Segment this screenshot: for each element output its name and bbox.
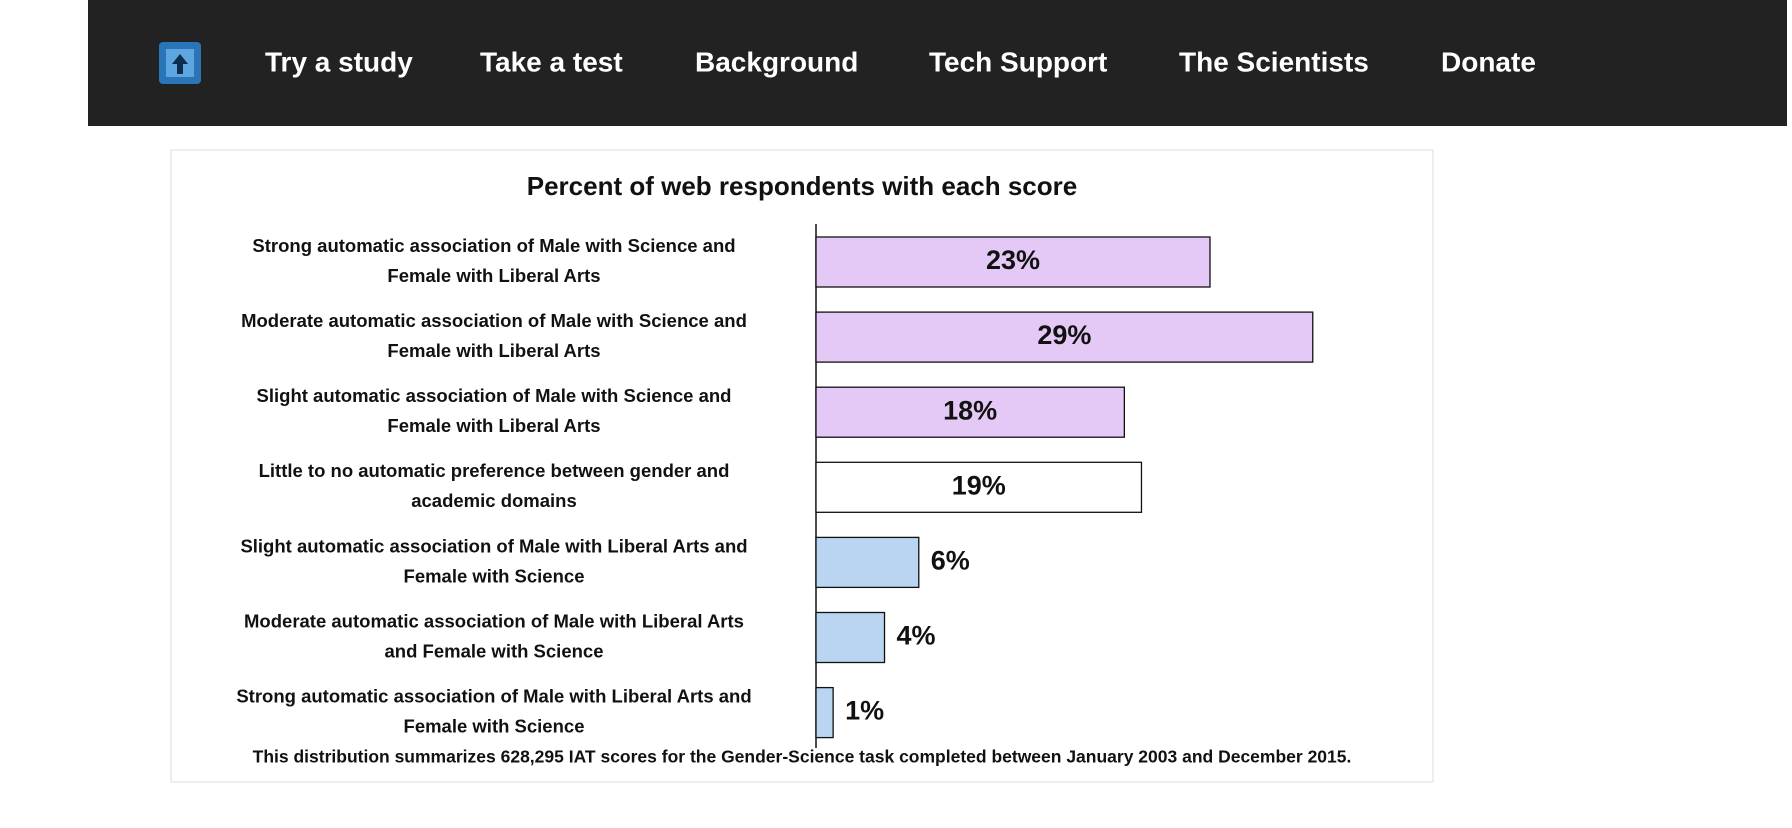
value-label: 6% xyxy=(931,546,970,576)
bar xyxy=(815,536,920,589)
category-label: Female with Liberal Arts xyxy=(387,265,600,286)
bar xyxy=(815,611,886,664)
category-label: Moderate automatic association of Male w… xyxy=(244,610,744,631)
category-label: academic domains xyxy=(411,490,577,511)
value-label: 29% xyxy=(1037,320,1091,350)
bar xyxy=(815,236,1211,288)
nav-link[interactable]: Donate xyxy=(1441,46,1536,77)
category-label: Slight automatic association of Male wit… xyxy=(257,385,732,406)
nav-link[interactable]: Try a study xyxy=(265,46,413,77)
category-label: Slight automatic association of Male wit… xyxy=(240,535,747,556)
value-label: 18% xyxy=(943,395,997,425)
category-label: Little to no automatic preference betwee… xyxy=(259,460,730,481)
bar xyxy=(815,311,1314,363)
nav-link[interactable]: The Scientists xyxy=(1179,46,1369,77)
chart-frame xyxy=(170,149,1434,783)
category-label: Female with Science xyxy=(404,565,585,586)
nav-link[interactable]: Take a test xyxy=(480,46,623,77)
category-label: Strong automatic association of Male wit… xyxy=(236,685,751,706)
bar xyxy=(815,386,1125,438)
chart-title: Percent of web respondents with each sco… xyxy=(527,171,1077,201)
category-label: Female with Science xyxy=(404,715,585,736)
nav-link[interactable]: Tech Support xyxy=(929,46,1107,77)
bar xyxy=(815,686,834,739)
value-label: 19% xyxy=(952,470,1006,500)
value-label: 23% xyxy=(986,245,1040,275)
category-label: Female with Liberal Arts xyxy=(387,415,600,436)
chart-note: This distribution summarizes 628,295 IAT… xyxy=(253,747,1352,767)
bar xyxy=(815,461,1143,513)
logo[interactable] xyxy=(159,42,201,84)
category-label: Female with Liberal Arts xyxy=(387,340,600,361)
value-label: 1% xyxy=(845,696,884,726)
category-label: Moderate automatic association of Male w… xyxy=(241,310,747,331)
category-label: and Female with Science xyxy=(385,640,604,661)
category-label: Strong automatic association of Male wit… xyxy=(252,235,735,256)
nav-link[interactable]: Background xyxy=(695,46,858,77)
value-label: 4% xyxy=(897,621,936,651)
nav-bar xyxy=(88,0,1787,126)
